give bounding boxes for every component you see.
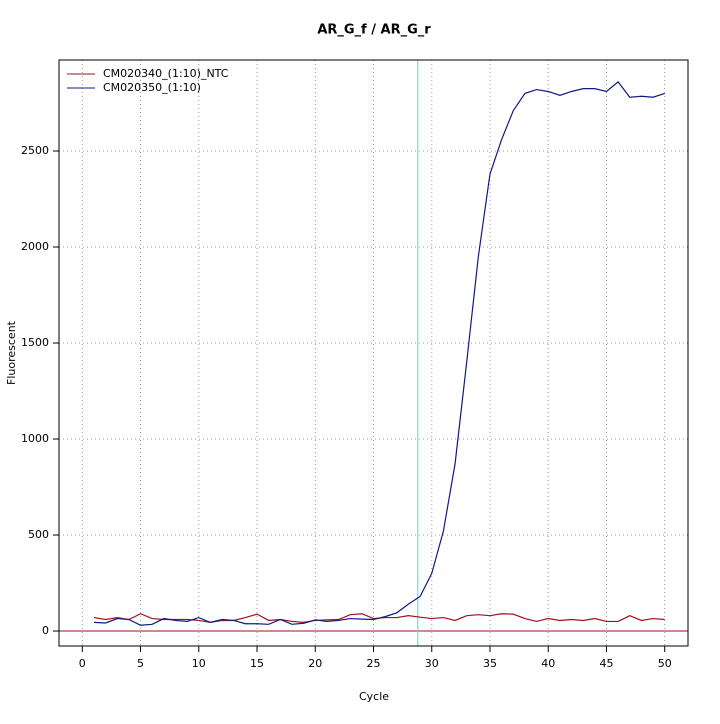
- x-tick-label: 20: [308, 657, 322, 670]
- y-tick-label: 1000: [21, 432, 49, 445]
- x-tick-label: 0: [79, 657, 86, 670]
- x-tick-label: 10: [192, 657, 206, 670]
- x-tick-label: 40: [541, 657, 555, 670]
- y-tick-label: 500: [28, 528, 49, 541]
- x-tick-label: 30: [425, 657, 439, 670]
- y-axis-label: Fluorescent: [5, 320, 18, 385]
- x-tick-label: 5: [137, 657, 144, 670]
- legend-label: CM020350_(1:10): [103, 81, 201, 94]
- x-tick-label: 35: [483, 657, 497, 670]
- x-tick-label: 45: [599, 657, 613, 670]
- y-tick-label: 0: [42, 624, 49, 637]
- x-tick-label: 50: [658, 657, 672, 670]
- chart-title: AR_G_f / AR_G_r: [317, 23, 431, 38]
- x-tick-label: 15: [250, 657, 264, 670]
- y-tick-label: 2000: [21, 240, 49, 253]
- x-axis-label: Cycle: [359, 690, 389, 703]
- data-line: [93, 81, 665, 626]
- y-tick-label: 2500: [21, 144, 49, 157]
- plot-frame: [58, 59, 689, 647]
- legend-label: CM020340_(1:10)_NTC: [103, 67, 229, 80]
- x-tick-label: 25: [367, 657, 381, 670]
- y-tick-label: 1500: [21, 336, 49, 349]
